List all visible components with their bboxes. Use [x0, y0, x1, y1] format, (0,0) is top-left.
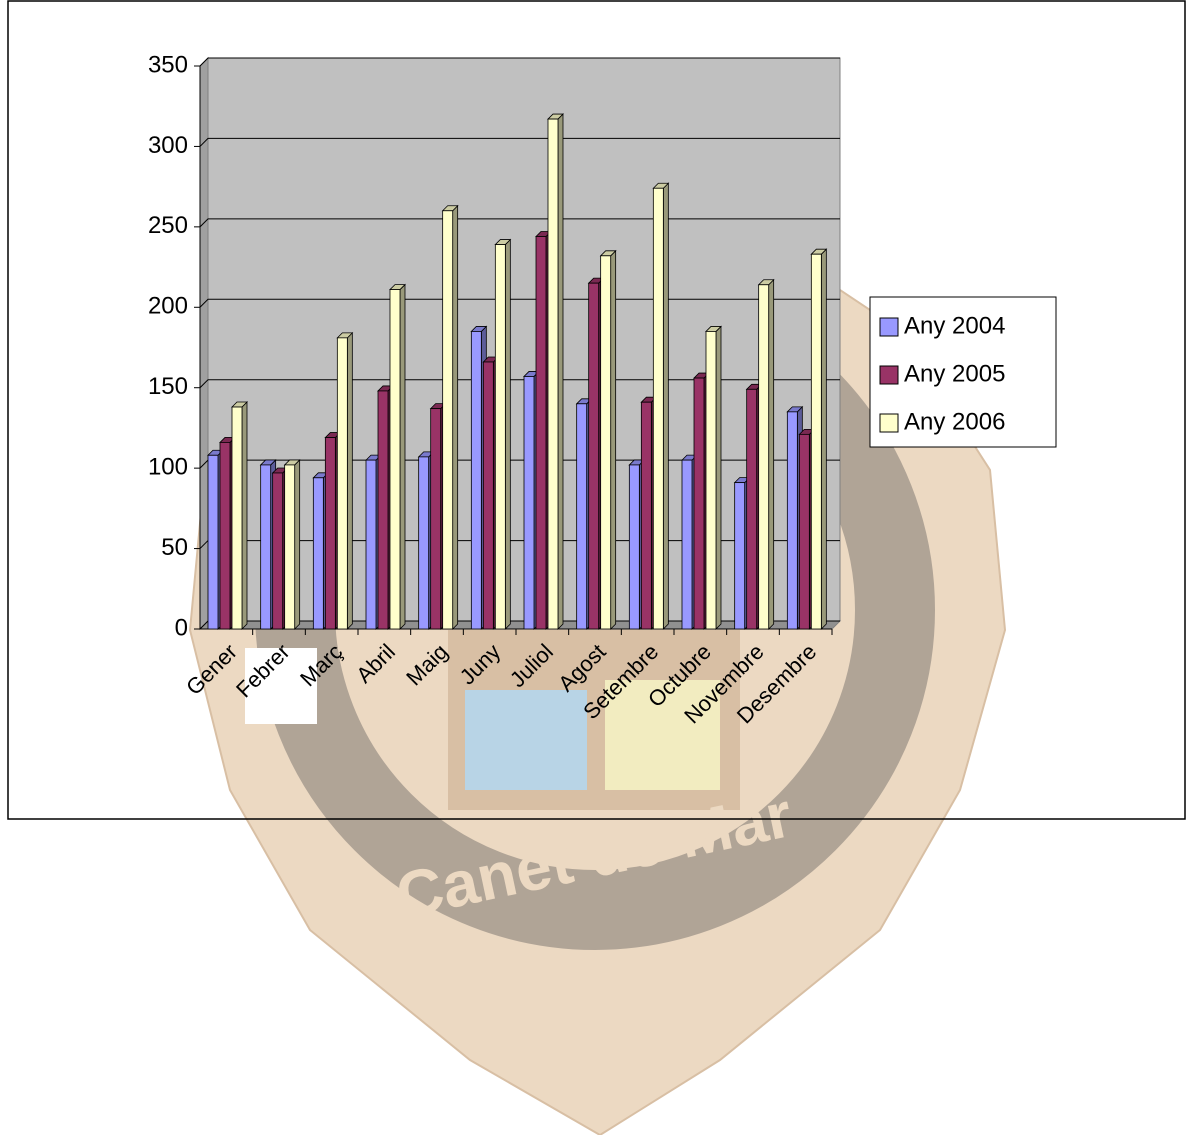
- bar: [535, 236, 547, 630]
- y-tick-label: 250: [148, 212, 188, 239]
- legend-swatch: [879, 317, 899, 337]
- y-tick-label: 200: [148, 293, 188, 320]
- chart-border: [7, 0, 1186, 820]
- bar-side: [294, 458, 301, 630]
- bar: [336, 337, 348, 630]
- bar: [600, 255, 612, 630]
- bar: [284, 464, 296, 630]
- bar-side: [504, 238, 511, 630]
- y-tick-label: 150: [148, 373, 188, 400]
- legend-label: Any 2006: [904, 408, 1005, 435]
- bar-side: [346, 331, 353, 630]
- bar: [547, 118, 559, 630]
- legend-label: Any 2005: [904, 360, 1005, 387]
- legend-swatch: [879, 413, 899, 433]
- y-tick-label: 300: [148, 132, 188, 159]
- bar: [442, 210, 454, 630]
- bar: [588, 282, 600, 630]
- legend-swatch: [879, 365, 899, 385]
- plot-side-wall: [199, 56, 209, 631]
- bar: [810, 253, 822, 630]
- bar: [231, 406, 243, 630]
- grid-line: [199, 298, 840, 308]
- bar-side: [452, 204, 459, 630]
- y-tick-label: 50: [161, 534, 188, 561]
- bar: [523, 376, 535, 630]
- bar: [377, 390, 389, 630]
- grid-line: [199, 379, 840, 389]
- y-tick-label: 350: [148, 51, 188, 78]
- bar: [798, 433, 810, 630]
- grid-line: [199, 57, 840, 67]
- bar: [494, 244, 506, 630]
- bar-side: [715, 325, 722, 630]
- bar: [693, 377, 705, 630]
- bar: [260, 464, 272, 630]
- bar: [312, 477, 324, 630]
- bar: [207, 454, 219, 630]
- bar: [628, 464, 640, 630]
- bar-side: [768, 278, 775, 630]
- bar: [219, 442, 231, 630]
- bar: [430, 408, 442, 630]
- bar-side: [820, 248, 827, 630]
- bar: [705, 331, 717, 630]
- bar-side: [662, 182, 669, 630]
- legend-box: [869, 296, 1057, 448]
- y-tick-label: 0: [175, 614, 188, 641]
- bar: [652, 187, 664, 630]
- bar: [734, 482, 746, 630]
- bar: [365, 459, 377, 630]
- bar: [786, 411, 798, 630]
- bar-side: [610, 249, 617, 630]
- bar: [324, 437, 336, 630]
- bar-side: [557, 113, 564, 630]
- legend-label: Any 2004: [904, 312, 1005, 339]
- bar: [482, 361, 494, 630]
- bar: [746, 388, 758, 630]
- bar: [640, 401, 652, 630]
- bar: [470, 331, 482, 630]
- bar: [389, 289, 401, 630]
- grid-line: [199, 218, 840, 228]
- bar: [418, 456, 430, 630]
- bar-side: [399, 283, 406, 630]
- y-tick-label: 100: [148, 453, 188, 480]
- grid-line: [199, 137, 840, 147]
- bar: [576, 403, 588, 630]
- bar: [681, 459, 693, 630]
- bar: [758, 284, 770, 630]
- bar-side: [241, 401, 248, 630]
- bar: [272, 472, 284, 630]
